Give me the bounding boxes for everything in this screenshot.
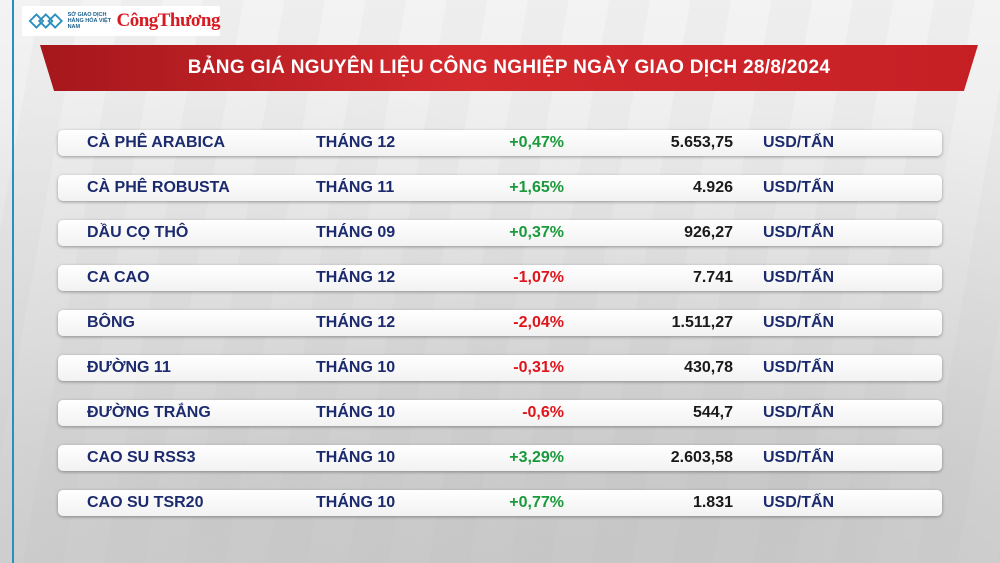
contract-month: THÁNG 09 <box>316 224 396 241</box>
commodity-name: CAO SU TSR20 <box>87 494 204 511</box>
price-change: -2,04% <box>513 314 564 331</box>
logo-bar: SỞ GIAO DỊCH HÀNG HÓA VIỆT NAM CôngThươn… <box>22 6 220 36</box>
table-row: CAO SU RSS3 THÁNG 10 +3,29% 2.603,58 USD… <box>58 445 942 471</box>
price-value: 2.603,58 <box>670 449 733 466</box>
logo-org-text: SỞ GIAO DỊCH HÀNG HÓA VIỆT NAM <box>67 12 112 30</box>
price-value: 4.926 <box>692 179 733 196</box>
commodity-name: BÔNG <box>87 314 135 331</box>
table-row: CA CAO THÁNG 12 -1,07% 7.741 USD/TẤN <box>58 265 942 291</box>
price-value: 430,78 <box>684 359 733 376</box>
title-banner: BẢNG GIÁ NGUYÊN LIỆU CÔNG NGHIỆP NGÀY GI… <box>40 45 978 91</box>
table-row: DẦU CỌ THÔ THÁNG 09 +0,37% 926,27 USD/TẤ… <box>58 220 942 246</box>
commodity-name: ĐƯỜNG TRẮNG <box>87 404 211 421</box>
commodity-name: ĐƯỜNG 11 <box>87 359 171 376</box>
exchange-logo-icon <box>28 13 64 29</box>
contract-month: THÁNG 12 <box>316 269 396 286</box>
price-change: +1,65% <box>509 179 564 196</box>
price-change: +0,77% <box>509 494 564 511</box>
price-unit: USD/TẤN <box>763 404 835 421</box>
price-value: 5.653,75 <box>670 134 733 151</box>
price-change: -0,31% <box>513 359 564 376</box>
price-value: 926,27 <box>684 224 733 241</box>
table-row: BÔNG THÁNG 12 -2,04% 1.511,27 USD/TẤN <box>58 310 942 336</box>
table-row: ĐƯỜNG TRẮNG THÁNG 10 -0,6% 544,7 USD/TẤN <box>58 400 942 426</box>
table-row: CÀ PHÊ ARABICA THÁNG 12 +0,47% 5.653,75 … <box>58 130 942 156</box>
page-title: BẢNG GIÁ NGUYÊN LIỆU CÔNG NGHIỆP NGÀY GI… <box>187 57 831 78</box>
price-change: +0,37% <box>509 224 564 241</box>
contract-month: THÁNG 10 <box>316 359 396 376</box>
price-unit: USD/TẤN <box>763 179 835 196</box>
commodity-name: CAO SU RSS3 <box>87 449 196 466</box>
price-unit: USD/TẤN <box>763 359 835 376</box>
commodity-name: DẦU CỌ THÔ <box>87 224 189 241</box>
commodity-name: CA CAO <box>87 269 150 286</box>
table-row: ĐƯỜNG 11 THÁNG 10 -0,31% 430,78 USD/TẤN <box>58 355 942 381</box>
price-unit: USD/TẤN <box>763 134 835 151</box>
price-change: -0,6% <box>522 404 564 421</box>
contract-month: THÁNG 10 <box>316 404 396 421</box>
price-table: CÀ PHÊ ARABICA THÁNG 12 +0,47% 5.653,75 … <box>58 130 942 535</box>
price-value: 1.831 <box>692 494 733 511</box>
contract-month: THÁNG 10 <box>316 449 396 466</box>
price-unit: USD/TẤN <box>763 269 835 286</box>
contract-month: THÁNG 11 <box>316 179 395 196</box>
price-value: 544,7 <box>692 404 733 421</box>
price-unit: USD/TẤN <box>763 314 835 331</box>
price-value: 1.511,27 <box>671 314 733 331</box>
price-change: +3,29% <box>509 449 564 466</box>
price-unit: USD/TẤN <box>763 449 835 466</box>
commodity-name: CÀ PHÊ ROBUSTA <box>87 179 230 196</box>
price-value: 7.741 <box>692 269 733 286</box>
table-row: CAO SU TSR20 THÁNG 10 +0,77% 1.831 USD/T… <box>58 490 942 516</box>
logo-brand: CôngThương <box>116 10 220 31</box>
contract-month: THÁNG 12 <box>316 314 396 331</box>
price-change: -1,07% <box>513 269 564 286</box>
contract-month: THÁNG 10 <box>316 494 396 511</box>
contract-month: THÁNG 12 <box>316 134 396 151</box>
table-row: CÀ PHÊ ROBUSTA THÁNG 11 +1,65% 4.926 USD… <box>58 175 942 201</box>
price-change: +0,47% <box>509 134 564 151</box>
price-unit: USD/TẤN <box>763 494 835 511</box>
price-unit: USD/TẤN <box>763 224 835 241</box>
left-accent-line <box>12 0 14 563</box>
commodity-name: CÀ PHÊ ARABICA <box>87 134 226 151</box>
